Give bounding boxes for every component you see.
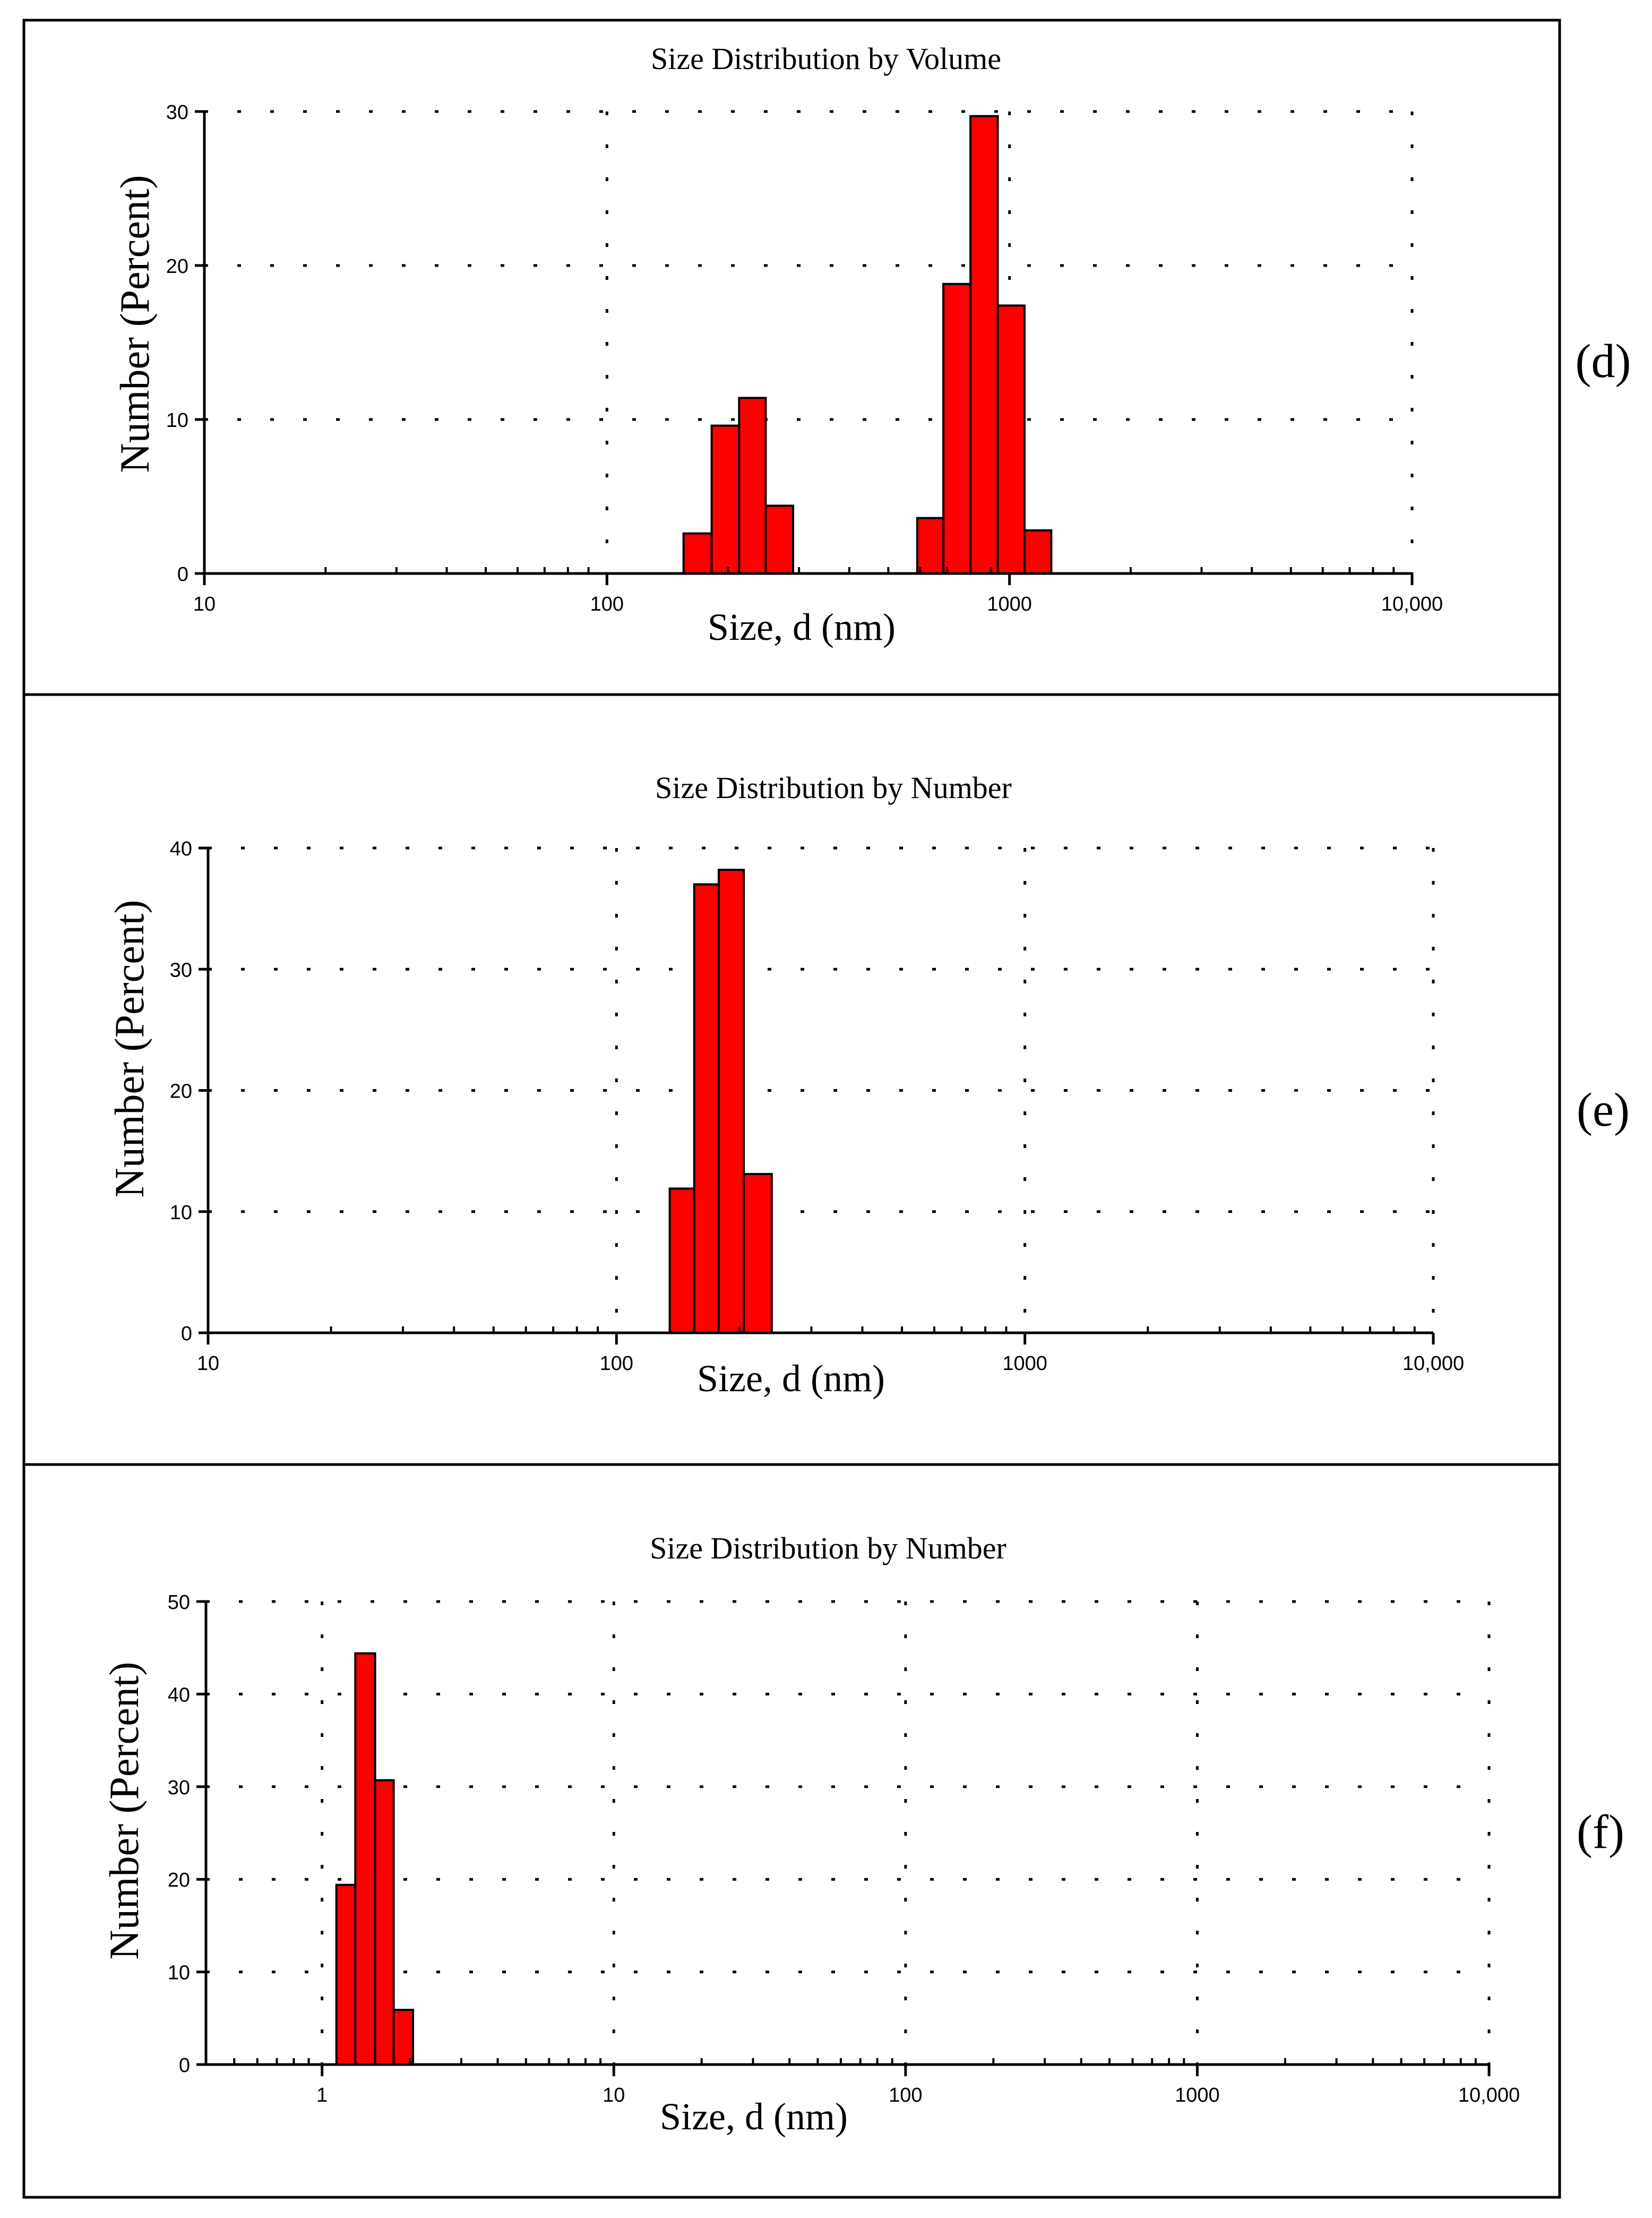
tick-labels: 0 10 20 30 40 50 1 10 100 1000 10,000 — [168, 1591, 1520, 2106]
x-tick-label: 100 — [600, 1352, 633, 1375]
x-tick-label: 1000 — [1175, 2084, 1220, 2106]
x-tick-label: 1000 — [1002, 1352, 1047, 1375]
bar — [374, 1779, 395, 2066]
y-tick-label: 0 — [181, 1323, 192, 1345]
y-tick-label: 0 — [177, 563, 188, 586]
bar — [710, 424, 741, 575]
gridlines — [206, 1600, 1491, 2065]
bar — [717, 869, 745, 1334]
bars — [668, 869, 773, 1334]
bar — [969, 115, 999, 575]
bar — [743, 1172, 773, 1334]
x-tick-label: 10,000 — [1458, 2084, 1520, 2106]
panel-label: (f) — [1577, 1806, 1624, 1859]
bar — [1023, 529, 1053, 575]
x-tick-label: 1000 — [987, 593, 1032, 615]
axes — [196, 1600, 1491, 2076]
x-tick-label: 10,000 — [1403, 1352, 1464, 1375]
bars — [682, 115, 1053, 575]
bar — [916, 517, 945, 575]
chart-panel-d: Size Distribution by Volume Number (Perc… — [22, 19, 1631, 696]
chart-title: Size Distribution by Volume — [651, 41, 1001, 76]
y-tick-label: 10 — [168, 1962, 190, 1984]
bar — [996, 304, 1026, 575]
y-tick-label: 40 — [170, 838, 192, 860]
x-tick-label: 100 — [590, 593, 624, 615]
x-tick-label: 100 — [889, 2084, 922, 2106]
x-tick-label: 1 — [316, 2084, 328, 2106]
y-tick-label: 30 — [170, 959, 192, 981]
bar — [392, 2009, 415, 2066]
gridlines — [208, 846, 1435, 1333]
bar — [354, 1652, 376, 2066]
bar — [693, 883, 720, 1334]
bar — [668, 1187, 695, 1334]
bar — [738, 397, 767, 575]
y-tick-label: 40 — [168, 1684, 190, 1706]
x-axis-label: Size, d (nm) — [660, 2095, 848, 2138]
x-tick-label: 10 — [193, 593, 216, 615]
chart-title: Size Distribution by Number — [650, 1531, 1006, 1565]
y-tick-label: 20 — [168, 1869, 190, 1891]
x-axis-label: Size, d (nm) — [708, 606, 896, 648]
gridlines — [204, 110, 1414, 573]
bar — [682, 532, 713, 575]
y-tick-label: 20 — [170, 1081, 192, 1103]
y-axis-label: Number (Percent) — [106, 900, 152, 1198]
y-tick-label: 30 — [166, 101, 188, 124]
axes — [195, 110, 1414, 585]
x-tick-label: 10 — [197, 1352, 219, 1375]
x-tick-label: 10,000 — [1381, 593, 1443, 615]
axes — [199, 846, 1435, 1344]
chart-title: Size Distribution by Number — [655, 770, 1012, 805]
y-axis-label: Number (Percent) — [101, 1662, 147, 1960]
y-tick-label: 10 — [170, 1202, 192, 1224]
panel-frame — [22, 693, 1561, 1466]
panel-frame — [22, 1463, 1561, 2199]
x-tick-label: 10 — [603, 2084, 625, 2106]
x-axis-label: Size, d (nm) — [697, 1357, 885, 1400]
y-tick-label: 30 — [168, 1777, 190, 1799]
y-axis-label: Number (Percent) — [111, 175, 158, 473]
chart-panel-f: Size Distribution by Number Number (Perc… — [22, 1463, 1624, 2199]
bars — [335, 1652, 415, 2066]
bar — [335, 1883, 357, 2066]
y-tick-label: 10 — [166, 409, 188, 432]
y-tick-label: 0 — [179, 2054, 190, 2077]
bar — [942, 282, 972, 575]
bar — [764, 504, 794, 575]
y-tick-label: 50 — [168, 1591, 190, 1614]
panel-frame — [22, 19, 1561, 696]
panel-label: (e) — [1577, 1084, 1630, 1136]
chart-panel-e: Size Distribution by Number Number (Perc… — [22, 693, 1630, 1466]
y-tick-label: 20 — [166, 255, 188, 278]
panel-label: (d) — [1576, 335, 1631, 388]
